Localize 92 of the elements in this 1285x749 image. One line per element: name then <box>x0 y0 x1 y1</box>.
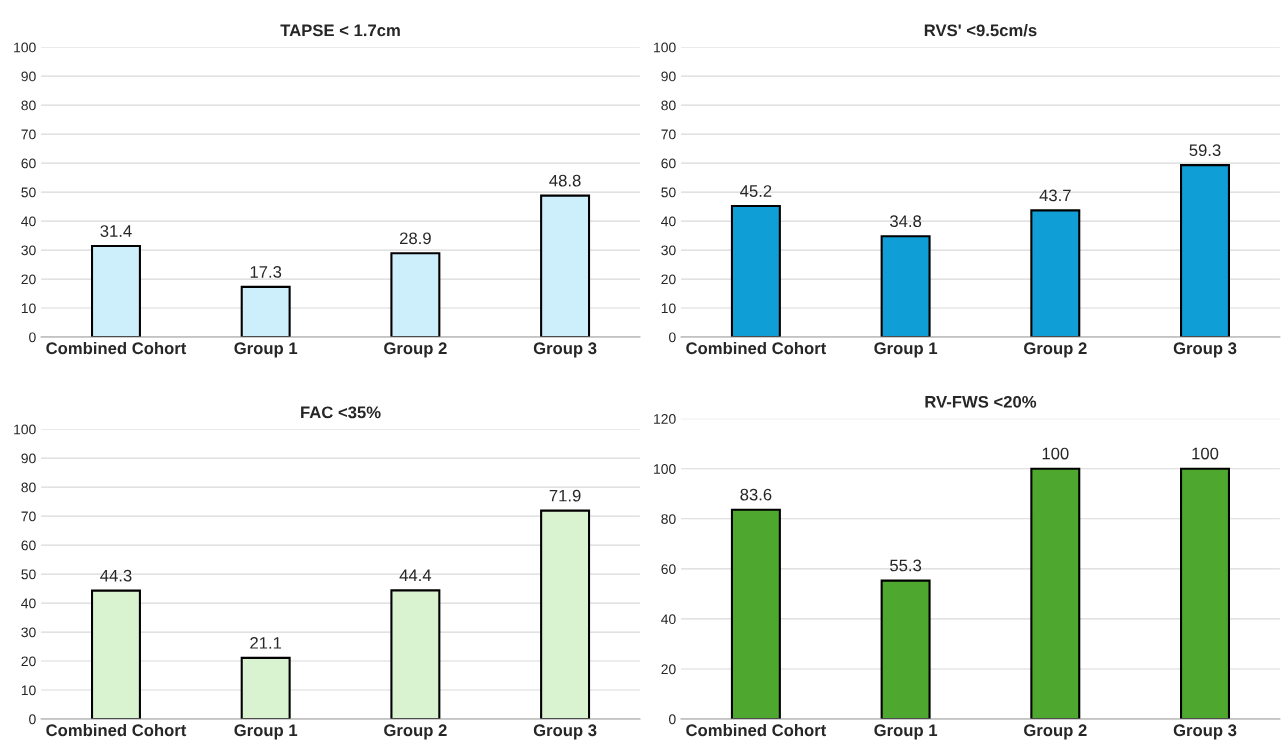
data-label: 34.8 <box>890 215 922 228</box>
y-tick-label: 90 <box>661 71 676 82</box>
x-tick-label: Group 1 <box>234 724 298 740</box>
y-tick-label: 80 <box>21 482 36 493</box>
y-tick-label: 0 <box>29 714 36 725</box>
y-tick-label: 90 <box>21 71 36 82</box>
bar <box>1180 164 1230 338</box>
y-tick-label: 70 <box>661 129 676 140</box>
bar <box>240 285 291 338</box>
x-tick-label: Group 1 <box>234 342 298 358</box>
data-label: 59.3 <box>1189 144 1221 157</box>
y-tick-label: 70 <box>21 511 36 522</box>
x-tick-label: Combined Cohort <box>686 341 827 355</box>
y-tick-label: 100 <box>14 424 36 435</box>
chart-title: RVS' <9.5cm/s <box>924 24 1037 37</box>
y-tick-label: 100 <box>654 42 676 53</box>
y-tick-label: 20 <box>21 656 36 667</box>
y-tick-label: 20 <box>661 274 676 285</box>
chart-title: TAPSE < 1.7cm <box>280 24 400 37</box>
y-tick-label: 40 <box>661 614 676 625</box>
bar <box>730 204 781 338</box>
y-tick-label: 50 <box>21 569 36 580</box>
bar <box>90 589 141 720</box>
y-tick-label: 50 <box>661 187 676 198</box>
y-tick-label: 60 <box>661 158 676 169</box>
y-tick-label: 60 <box>21 540 36 551</box>
bar <box>540 194 591 338</box>
y-tick-label: 80 <box>21 100 36 111</box>
data-label: 71.9 <box>549 489 581 502</box>
x-tick-label: Group 3 <box>533 724 597 740</box>
y-tick-label: 80 <box>661 100 676 111</box>
y-tick-label: 70 <box>21 129 36 140</box>
y-tick-label: 30 <box>21 627 36 638</box>
x-tick-label: Group 1 <box>874 342 938 358</box>
y-tick-label: 60 <box>661 564 676 575</box>
x-tick-label: Group 2 <box>384 724 447 740</box>
y-tick-label: 30 <box>661 245 676 256</box>
y-tick-label: 20 <box>661 664 676 675</box>
chart-title: RV-FWS <20% <box>925 395 1037 408</box>
bar <box>240 656 291 720</box>
y-tick-label: 0 <box>669 714 676 725</box>
x-tick-label: Combined Cohort <box>686 723 827 737</box>
x-tick-label: Group 2 <box>1024 342 1087 358</box>
bar <box>390 589 441 720</box>
data-label: 48.8 <box>549 174 581 187</box>
bar <box>880 235 931 338</box>
bar <box>390 252 441 338</box>
y-tick-label: 10 <box>21 303 36 314</box>
data-label: 31.4 <box>100 225 132 237</box>
y-tick-label: 40 <box>661 216 676 227</box>
y-tick-label: 0 <box>29 332 36 343</box>
data-label: 17.3 <box>250 266 282 278</box>
bar <box>540 509 591 720</box>
x-tick-label: Group 2 <box>1024 724 1087 740</box>
bar <box>730 508 781 720</box>
y-tick-label: 90 <box>21 453 36 464</box>
x-tick-label: Group 3 <box>1173 724 1237 740</box>
y-tick-label: 80 <box>661 514 676 524</box>
bar <box>1030 209 1081 338</box>
y-tick-label: 60 <box>21 158 36 169</box>
data-label: 43.7 <box>1039 189 1071 202</box>
y-tick-label: 30 <box>21 245 36 256</box>
y-tick-label: 100 <box>654 464 676 474</box>
data-label: 45.2 <box>740 185 772 197</box>
y-tick-label: 100 <box>14 42 36 53</box>
data-label: 100 <box>1192 447 1219 460</box>
y-tick-label: 40 <box>21 216 36 227</box>
y-tick-label: 10 <box>21 685 36 696</box>
x-tick-label: Combined Cohort <box>46 723 187 737</box>
data-label: 83.6 <box>740 488 772 501</box>
x-tick-label: Combined Cohort <box>46 341 187 355</box>
data-label: 44.3 <box>100 569 132 582</box>
x-tick-label: Group 2 <box>384 342 447 358</box>
bar <box>1030 467 1081 720</box>
data-label: 44.4 <box>399 569 432 582</box>
chart-title: FAC <35% <box>301 406 381 419</box>
y-tick-label: 120 <box>654 414 676 424</box>
bar <box>880 579 931 720</box>
bar <box>90 244 141 338</box>
bar <box>1180 467 1230 720</box>
x-tick-label: Group 3 <box>1173 342 1237 358</box>
y-tick-label: 10 <box>661 303 676 314</box>
y-tick-label: 0 <box>669 332 676 343</box>
y-tick-label: 50 <box>21 187 36 198</box>
y-tick-label: 20 <box>21 274 36 285</box>
data-label: 100 <box>1042 447 1069 460</box>
x-tick-label: Group 1 <box>874 724 938 740</box>
x-tick-label: Group 3 <box>533 342 597 358</box>
data-label: 21.1 <box>250 636 282 649</box>
data-label: 28.9 <box>400 232 431 245</box>
y-tick-label: 40 <box>21 598 36 609</box>
data-label: 55.3 <box>890 559 922 572</box>
